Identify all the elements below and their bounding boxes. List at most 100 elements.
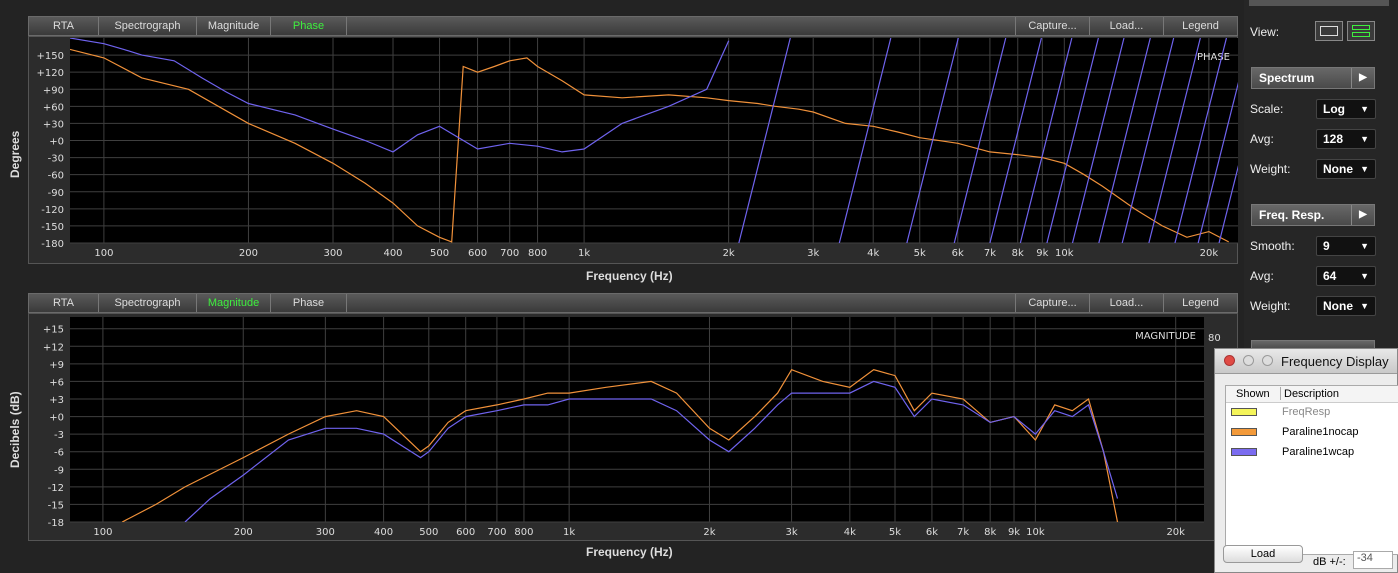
y-tick-label: +60 [43, 102, 64, 113]
magnitude-chart[interactable]: +15 +12 +9 +6 +3 +0 -3 -6 -9 -12 -15 -18 100 200 300 40… [0, 290, 1244, 573]
y-tick-label: -180 [41, 239, 64, 250]
spectrum-section-header[interactable]: Spectrum ▶ [1251, 67, 1375, 89]
legend-row[interactable]: Paraline1nocap [1226, 424, 1398, 442]
x-tick-label: 600 [456, 527, 475, 538]
col-shown[interactable]: Shown [1236, 388, 1270, 400]
capture-button[interactable]: Capture... [1015, 17, 1089, 35]
freq-resp-section-header[interactable]: Freq. Resp. ▶ [1251, 204, 1375, 226]
tab-rta[interactable]: RTA [29, 17, 99, 35]
legend-name: FreqResp [1282, 406, 1331, 418]
legend-button[interactable]: Legend [1163, 17, 1237, 35]
tab-phase[interactable]: Phase [271, 17, 347, 35]
legend-load-button[interactable]: Load [1223, 545, 1303, 563]
load-button[interactable]: Load... [1089, 294, 1163, 312]
weight-dropdown[interactable]: None ▼ [1316, 159, 1376, 179]
x-axis-title: Frequency (Hz) [586, 545, 673, 559]
x-tick-label: 1k [578, 248, 590, 259]
freq-resp-section-label: Freq. Resp. [1259, 208, 1325, 222]
expand-arrow-icon[interactable]: ▶ [1351, 68, 1374, 88]
phase-tab-bar: RTA Spectrograph Magnitude Phase Capture… [28, 16, 1238, 36]
tab-spectrograph[interactable]: Spectrograph [99, 294, 197, 312]
x-tick-label: 600 [468, 248, 487, 259]
legend-row[interactable]: FreqResp [1226, 404, 1398, 422]
x-tick-label: 200 [234, 527, 253, 538]
col-description[interactable]: Description [1284, 388, 1340, 400]
weight-label: Weight: [1250, 299, 1291, 313]
x-tick-label: 4k [844, 527, 856, 538]
x-tick-label: 3k [785, 527, 797, 538]
zoom-icon[interactable] [1262, 355, 1273, 366]
phase-wrap-line [1098, 38, 1151, 243]
phase-wrap-line [1174, 38, 1228, 243]
y-tick-label: +120 [37, 68, 64, 79]
tab-phase[interactable]: Phase [271, 294, 347, 312]
tab-spectrograph[interactable]: Spectrograph [99, 17, 197, 35]
db-input[interactable]: -34 [1353, 551, 1393, 569]
y-tick-label: -12 [48, 483, 64, 494]
smooth-dropdown[interactable]: 9 ▼ [1316, 236, 1376, 256]
x-tick-label: 500 [419, 527, 438, 538]
corner-label: MAGNITUDE [1135, 331, 1196, 342]
phase-panel: RTA Spectrograph Magnitude Phase Capture… [0, 0, 1244, 290]
single-view-button[interactable] [1315, 21, 1343, 41]
smooth-label: Smooth: [1250, 239, 1295, 253]
expand-arrow-icon[interactable]: ▶ [1351, 205, 1374, 225]
y-tick-label: +12 [43, 342, 64, 353]
x-tick-label: 9k [1036, 248, 1048, 259]
capture-button[interactable]: Capture... [1015, 294, 1089, 312]
x-tick-label: 800 [528, 248, 547, 259]
y-tick-label: -120 [41, 205, 64, 216]
legend-row[interactable]: Paraline1wcap [1226, 444, 1398, 462]
minimize-icon[interactable] [1243, 355, 1254, 366]
x-tick-label: 9k [1008, 527, 1020, 538]
phase-wrap-line [738, 38, 791, 243]
y-tick-label: -3 [54, 430, 64, 441]
avg-dropdown[interactable]: 64 ▼ [1316, 266, 1376, 286]
y-tick-label: +0 [49, 137, 64, 148]
load-button[interactable]: Load... [1089, 17, 1163, 35]
tab-rta[interactable]: RTA [29, 294, 99, 312]
window-title: Frequency Display [1281, 354, 1389, 369]
split-view-button[interactable] [1347, 21, 1375, 41]
x-tick-label: 4k [867, 248, 879, 259]
spectrum-section-label: Spectrum [1259, 71, 1315, 85]
phase-wrap-line [1121, 38, 1175, 243]
phase-wrap-line [1148, 38, 1201, 243]
color-swatch[interactable] [1231, 408, 1257, 416]
series-line-paraline1wcap [70, 38, 730, 153]
x-tick-label: 6k [952, 248, 964, 259]
column-divider [1280, 387, 1281, 400]
legend-button[interactable]: Legend [1163, 294, 1237, 312]
x-tick-label: 800 [514, 527, 533, 538]
tab-magnitude[interactable]: Magnitude [197, 294, 271, 312]
avg-dropdown[interactable]: 128 ▼ [1316, 129, 1376, 149]
magnitude-panel: RTA Spectrograph Magnitude Phase Capture… [0, 290, 1244, 573]
y-tick-label: +3 [49, 395, 64, 406]
x-tick-label: 20k [1200, 248, 1219, 259]
plot-area[interactable] [70, 317, 1204, 522]
x-tick-label: 3k [807, 248, 819, 259]
legend-table: Shown Description FreqResp Paraline1noca… [1225, 385, 1398, 555]
x-tick-label: 700 [487, 527, 506, 538]
weight-dropdown[interactable]: None ▼ [1316, 296, 1376, 316]
phase-wrap-line [1019, 38, 1073, 243]
scale-dropdown[interactable]: Log ▼ [1316, 99, 1376, 119]
scale-value: Log [1323, 102, 1345, 116]
phase-chart[interactable]: +150 +120 +90 +60 +30 +0 -30 -60 -90 -120 -150 -180… [0, 0, 1244, 290]
tab-magnitude[interactable]: Magnitude [197, 17, 271, 35]
window-titlebar[interactable]: Frequency Display [1215, 349, 1397, 374]
split-pane-icon [1352, 25, 1370, 30]
y-tick-label: -90 [48, 188, 64, 199]
close-icon[interactable] [1224, 355, 1235, 366]
phase-wrap-line [1046, 38, 1099, 243]
x-tick-label: 6k [926, 527, 938, 538]
color-swatch[interactable] [1231, 448, 1257, 456]
color-swatch[interactable] [1231, 428, 1257, 436]
avg-label: Avg: [1250, 269, 1274, 283]
avg-value: 64 [1323, 269, 1337, 283]
phase-wrap-line [1197, 81, 1238, 243]
phase-wrap-line [1071, 38, 1125, 243]
y-tick-label: -15 [48, 500, 64, 511]
x-tick-label: 8k [1012, 248, 1024, 259]
legend-name: Paraline1nocap [1282, 426, 1359, 438]
